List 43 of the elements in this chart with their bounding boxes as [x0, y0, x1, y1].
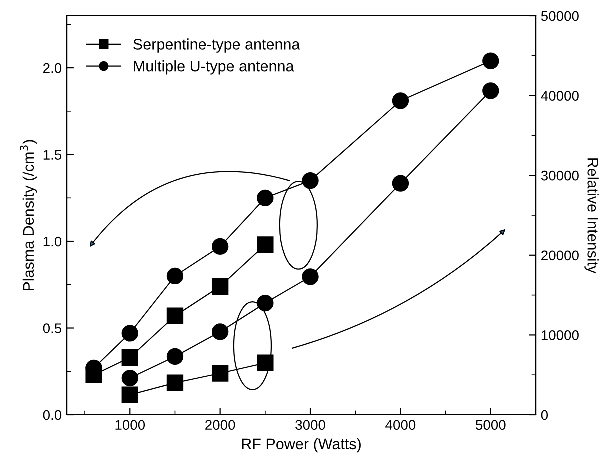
- point: [166, 348, 184, 366]
- point: [212, 324, 229, 340]
- point: [212, 365, 229, 382]
- y2-axis-title: Relative Intensity: [584, 158, 599, 274]
- x-tick-label: 4000: [386, 420, 416, 430]
- point: [122, 370, 138, 387]
- y-tick-label: 1.0: [44, 236, 62, 247]
- point: [122, 386, 138, 404]
- point: [122, 349, 138, 366]
- legend-label: Multiple U-type antenna: [134, 60, 294, 75]
- y-tick-label: 0.0: [43, 410, 62, 420]
- point: [257, 294, 274, 312]
- y-tick-label: 0.5: [43, 324, 62, 334]
- y2-tick-label: 10000: [542, 330, 579, 340]
- y2-tick-label: 0: [541, 410, 548, 420]
- x-tick-label: 3000: [296, 420, 326, 430]
- point: [257, 190, 274, 206]
- y2-tick-label: 40000: [541, 91, 579, 101]
- point: [166, 268, 184, 285]
- point: [257, 236, 274, 254]
- point: [122, 325, 138, 342]
- point: [166, 374, 184, 392]
- point: [212, 238, 229, 256]
- point: [482, 82, 500, 100]
- y2-tick-label: 20000: [542, 250, 579, 261]
- y-tick-label: 2.0: [44, 63, 62, 74]
- point: [392, 92, 410, 110]
- x-axis-title: RF Power (Watts): [242, 438, 361, 453]
- x-tick-label: 5000: [476, 420, 506, 430]
- point: [392, 175, 410, 192]
- point: [212, 278, 229, 295]
- x-tick-label: 2000: [206, 420, 236, 430]
- point: [302, 268, 319, 286]
- legend-label: Serpentine-type antenna: [134, 38, 300, 53]
- point: [166, 308, 184, 324]
- y2-tick-label: 30000: [541, 170, 579, 181]
- x-tick-label: 1000: [116, 420, 146, 430]
- point: [257, 354, 274, 372]
- point: [302, 172, 319, 190]
- point: [482, 52, 500, 70]
- y-tick-label: 1.5: [44, 150, 62, 160]
- y-axis-title: Plasma Density (/cm$^{3}$): [20, 140, 38, 291]
- y2-tick-label: 50000: [541, 11, 579, 22]
